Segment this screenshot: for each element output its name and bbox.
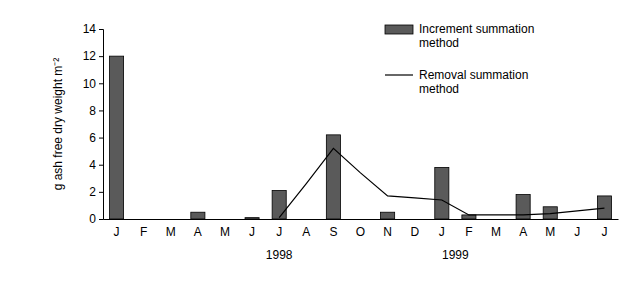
- bar: [110, 56, 124, 219]
- x-tick-label: A: [302, 225, 310, 239]
- y-tick-label: 8: [89, 104, 96, 118]
- x-tick: J: [276, 219, 282, 239]
- y-tick: 14: [83, 22, 103, 36]
- bar: [435, 167, 449, 219]
- legend-swatch: [385, 25, 413, 34]
- x-tick: J: [439, 219, 445, 239]
- x-tick-label: J: [114, 225, 120, 239]
- y-tick-mark: [99, 165, 103, 166]
- x-tick-label: J: [601, 225, 607, 239]
- x-tick-label: J: [249, 225, 255, 239]
- plot: 0 2 4 6 8 10 12 14 J F M A M J J A S O N D J F M A M J J 1998 1999: [83, 22, 619, 262]
- y-tick-mark: [99, 29, 103, 30]
- year-label: 1999: [442, 248, 469, 262]
- y-tick: 12: [83, 49, 103, 63]
- x-tick: S: [329, 219, 337, 239]
- x-tick-label: O: [356, 225, 365, 239]
- y-tick-label: 4: [89, 158, 96, 172]
- y-tick-label: 12: [83, 49, 97, 63]
- x-tick-label: N: [383, 225, 392, 239]
- x-tick: F: [140, 219, 147, 239]
- y-axis-title: g ash free dry weight m⁻²: [51, 58, 65, 191]
- x-tick-label: J: [276, 225, 282, 239]
- x-tick: J: [574, 219, 580, 239]
- x-tick: A: [194, 219, 202, 239]
- y-tick-mark: [99, 138, 103, 139]
- y-axis-line: [99, 30, 104, 220]
- y-tick: 10: [83, 77, 103, 91]
- y-tick: 8: [89, 104, 103, 118]
- x-tick: M: [545, 219, 555, 239]
- bar: [381, 212, 395, 219]
- x-tick-label: F: [140, 225, 147, 239]
- x-tick: J: [114, 219, 120, 239]
- x-tick-label: S: [329, 225, 337, 239]
- y-tick: 4: [89, 158, 103, 172]
- legend: Increment summationmethod Removal summati…: [385, 22, 534, 96]
- bar: [272, 191, 286, 220]
- x-tick: D: [410, 219, 419, 239]
- y-tick-label: 2: [89, 185, 96, 199]
- y-tick-label: 14: [83, 22, 97, 36]
- bar: [462, 215, 476, 219]
- y-tick-label: 10: [83, 77, 97, 91]
- y-tick-mark: [99, 56, 103, 57]
- x-tick-label: F: [465, 225, 472, 239]
- x-tick: M: [220, 219, 230, 239]
- year-label: 1998: [266, 248, 293, 262]
- y-tick: 6: [89, 131, 103, 145]
- y-axis: 0 2 4 6 8 10 12 14: [83, 22, 104, 226]
- x-tick-label: M: [166, 225, 176, 239]
- x-tick-label: J: [574, 225, 580, 239]
- bar: [326, 135, 340, 219]
- x-tick-label: A: [194, 225, 202, 239]
- y-tick-mark: [99, 83, 103, 84]
- x-axis-line: [104, 219, 619, 220]
- legend-label: Increment summationmethod: [419, 22, 534, 50]
- chart: 0 2 4 6 8 10 12 14 J F M A M J J A S O N D J F M A M J J 1998 1999 g …: [0, 0, 622, 288]
- x-tick-label: M: [491, 225, 501, 239]
- marks: [110, 56, 612, 219]
- x-tick: M: [491, 219, 501, 239]
- x-tick: J: [601, 219, 607, 239]
- y-tick: 0: [89, 212, 103, 226]
- x-tick: A: [519, 219, 527, 239]
- x-tick-label: J: [439, 225, 445, 239]
- bar: [597, 196, 611, 219]
- y-tick: 2: [89, 185, 103, 199]
- y-tick-label: 6: [89, 131, 96, 145]
- x-tick: N: [383, 219, 392, 239]
- legend-swatch: [385, 74, 413, 75]
- x-tick: F: [465, 219, 472, 239]
- y-tick-mark: [99, 219, 103, 220]
- y-tick-label: 0: [89, 212, 96, 226]
- x-tick: A: [302, 219, 310, 239]
- y-tick-mark: [99, 192, 103, 193]
- bar: [191, 212, 205, 219]
- x-tick-label: D: [410, 225, 419, 239]
- x-tick-label: M: [220, 225, 230, 239]
- y-tick-mark: [99, 110, 103, 111]
- x-tick: J: [249, 219, 255, 239]
- x-tick: O: [356, 219, 365, 239]
- x-tick-label: A: [519, 225, 527, 239]
- bar: [245, 218, 259, 219]
- x-axis: JFMAMJJASONDJFMAMJJ: [104, 219, 619, 239]
- x-tick-label: M: [545, 225, 555, 239]
- legend-label: Removal summationmethod: [419, 68, 528, 96]
- line: [279, 148, 604, 217]
- x-tick: M: [166, 219, 176, 239]
